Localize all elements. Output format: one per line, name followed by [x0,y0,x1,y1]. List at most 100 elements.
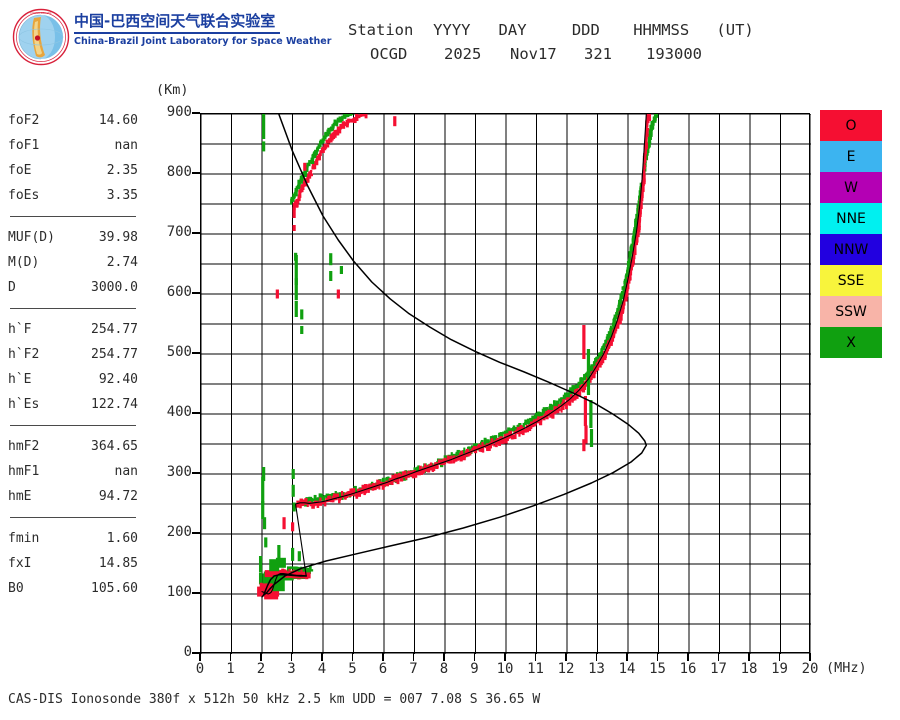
echo-pixel [470,445,474,450]
echo-pixel [302,499,305,505]
echo-pixel [654,114,659,118]
echo-pixel [357,488,361,494]
param-row: h`Es 122.74 [8,392,138,417]
legend-item-sse[interactable]: SSE [820,265,882,296]
echo-pixel [482,445,485,453]
echo-pixel [641,185,644,190]
noise-pixel [291,547,295,561]
ionogram-plot-area[interactable] [200,113,811,654]
x-tick-label: 4 [317,661,327,677]
echo-pixel [530,421,533,430]
param-row: foF1 nan [8,133,138,158]
param-row: M(D) 2.74 [8,250,138,275]
echo-pixel [358,114,361,119]
legend-item-nne[interactable]: NNE [820,203,882,234]
echo-pixel [636,232,640,238]
echo-pixel [602,343,605,347]
echo-pixel [269,559,280,572]
echo-pixel [361,484,365,493]
echo-pixel [596,357,600,361]
echo-pixel [410,470,414,475]
legend-item-w[interactable]: W [820,172,882,203]
lab-logo: CHINA-BRAZIL 中国-巴西空间天气联合实验室 China-Brazil… [10,6,331,68]
noise-pixel [294,255,298,285]
echo-pixel [319,497,322,502]
echo-pixel [297,196,301,200]
x-tick-mark [534,653,537,661]
x-tick-label: 7 [409,661,418,677]
echo-pixel [294,190,298,197]
x-tick-label: 5 [348,661,357,677]
echo-pixel [357,492,361,497]
x-tick-mark [626,653,628,661]
param-key: foE [8,163,32,178]
echo-pixel [336,117,340,123]
echo-pixel [367,489,370,493]
echo-pixel [468,451,472,456]
echo-pixel [338,492,342,498]
echo-pixel [375,484,379,489]
y-tick-label: 100 [166,584,192,600]
x-tick-label: 14 [618,661,636,677]
x-tick-label: 15 [649,661,666,677]
echo-pixel [330,126,333,132]
echo-pixel [522,422,525,428]
legend-item-o[interactable]: O [820,110,882,141]
echo-pixel [392,476,396,481]
x-tick-mark [687,653,689,661]
echo-pixel [298,194,302,198]
noise-pixel [583,396,587,426]
noise-pixel [261,476,265,505]
noise-pixel [303,162,307,171]
legend-item-e[interactable]: E [820,141,882,172]
echo-pixel [382,482,386,488]
echo-pixel [569,387,573,393]
legend-item-label: X [846,334,856,351]
legend-item-x[interactable]: X [820,327,882,358]
noise-pixel [291,469,295,479]
echo-pixel [303,183,307,187]
echo-pixel [299,498,304,505]
header-value-day: Nov17 [510,45,557,63]
station-header: Station YYYY DAY DDD HHMMSS (UT) OCGD 20… [340,18,760,66]
x-tick-mark [412,653,415,661]
echo-pixel [504,437,508,444]
echo-pixel [623,279,627,285]
param-key: h`F [8,322,32,337]
echo-pixel [301,567,306,573]
echo-pixel [503,433,507,440]
echo-pixel [502,431,505,435]
echo-pixel [305,165,309,172]
noise-pixel [258,556,263,572]
echo-pixel [433,464,436,471]
echo-pixel [597,366,600,371]
noise-pixel [291,522,295,532]
echo-pixel [329,498,334,503]
echo-pixel [634,217,638,221]
legend-item-label: SSE [837,272,865,289]
echo-pixel [335,129,340,136]
x-tick-label: 3 [287,661,296,677]
echo-pixel [292,193,296,200]
x-tick-mark [290,653,293,661]
echo-pixel [350,118,353,122]
echo-pixel [646,147,650,153]
echo-pixel [309,496,313,501]
echo-pixel [607,342,610,349]
legend-item-ssw[interactable]: SSW [820,296,882,327]
echo-pixel [556,401,560,405]
echo-pixel [323,143,327,151]
echo-pixel [512,425,516,430]
y-tick-label: 800 [166,164,192,180]
echo-pixel [541,415,545,419]
echo-pixel [634,220,637,228]
param-group-divider [10,216,136,217]
echo-pixel [312,498,315,502]
x-tick-label: 18 [740,661,758,677]
header-label-unit: (UT) [716,21,754,39]
x-tick-mark [565,653,567,661]
echo-pixel [591,371,596,379]
legend-item-nnw[interactable]: NNW [820,234,882,265]
echo-pixel [624,294,628,301]
header-label-station: Station [348,21,414,39]
